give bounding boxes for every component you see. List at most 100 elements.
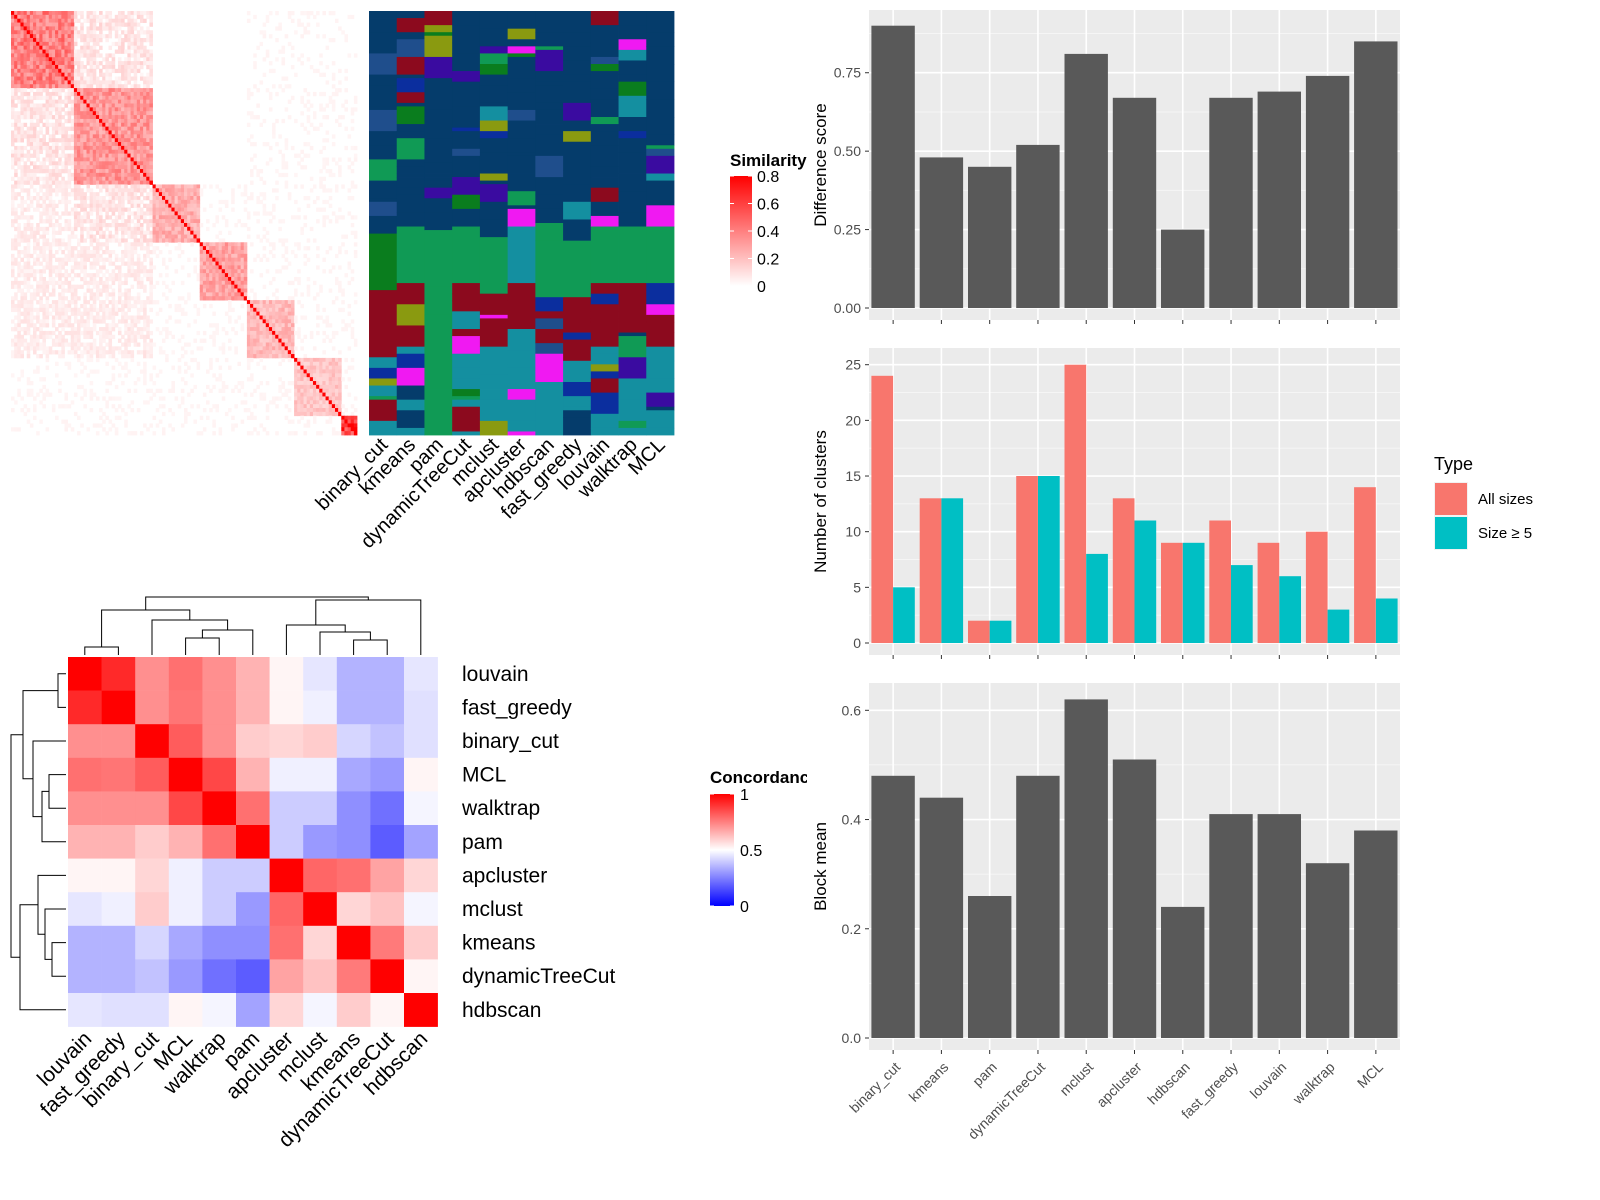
similarity-cell [121,249,125,255]
similarity-cell [328,203,333,208]
similarity-cell [212,261,216,266]
similarity-cell [61,107,65,112]
similarity-cell [149,342,153,347]
similarity-cell [312,14,317,20]
similarity-cell [26,26,31,31]
similarity-cell [294,388,298,393]
similarity-cell [297,22,301,27]
similarity-cell [42,107,46,112]
similarity-cell [275,334,279,340]
similarity-cell [39,84,43,89]
similarity-cell [26,215,31,220]
similarity-cell [246,350,251,355]
similarity-cell [259,41,264,47]
similarity-cell [55,153,59,158]
similarity-cell [136,169,141,174]
similarity-cell [70,307,75,313]
similarity-cell [149,57,153,62]
similarity-cell [124,303,128,309]
similarity-cell [108,122,113,128]
similarity-cell [55,22,59,27]
similarity-cell [102,334,106,340]
similarity-cell [253,84,257,89]
similarity-cell [322,176,326,181]
similarity-cell [209,361,213,367]
similarity-cell [149,300,153,305]
similarity-cell [196,184,201,189]
similarity-cell [139,315,144,320]
similarity-cell [322,388,326,393]
similarity-cell [237,253,242,259]
similarity-cell [29,30,34,35]
similarity-cell [80,145,84,151]
similarity-cell [322,34,326,39]
similarity-cell [11,261,15,266]
similarity-cell [80,161,84,166]
similarity-cell [347,157,352,162]
similarity-cell [33,126,37,131]
similarity-cell [297,396,301,401]
similarity-cell [133,115,138,120]
similarity-cell [55,41,59,47]
similarity-cell [187,257,191,262]
similarity-cell [196,230,201,235]
similarity-cell [51,103,56,108]
similarity-cell [152,249,157,255]
similarity-cell [287,261,292,266]
similarity-cell [338,157,342,162]
similarity-cell [67,157,72,162]
similarity-cell [23,238,28,243]
similarity-cell [117,76,122,81]
similarity-cell [312,238,317,243]
similarity-cell [259,80,264,85]
similarity-cell [127,34,131,39]
similarity-cell [64,361,69,367]
similarity-cell [117,26,122,31]
similarity-cell [20,172,24,178]
similarity-cell [92,49,97,54]
similarity-cell [61,34,65,39]
similarity-cell [268,327,273,332]
similarity-cell [262,284,267,289]
similarity-cell [146,184,150,189]
similarity-cell [70,14,75,20]
similarity-cell [121,354,125,359]
similarity-cell [331,265,336,270]
similarity-cell [228,307,232,313]
similarity-cell [11,64,15,70]
similarity-cell [73,88,78,93]
similarity-cell [111,192,116,197]
similarity-cell [11,157,15,162]
similarity-cell [117,111,122,116]
similarity-cell [80,34,84,39]
similarity-cell [14,95,18,101]
similarity-cell [309,377,314,382]
similarity-cell [127,157,131,162]
similarity-cell [17,149,21,155]
similarity-cell [152,230,157,235]
similarity-cell [80,180,84,185]
similarity-cell [99,350,103,355]
similarity-cell [45,37,50,43]
similarity-cell [240,192,245,197]
similarity-cell [121,199,125,205]
similarity-cell [108,138,113,143]
similarity-cell [268,350,273,355]
similarity-cell [89,26,94,31]
similarity-cell [309,373,314,378]
similarity-cell [212,330,216,336]
similarity-cell [161,188,166,193]
similarity-cell [168,203,172,208]
similarity-cell [136,226,141,232]
similarity-cell [11,37,15,43]
similarity-cell [11,107,15,112]
similarity-cell [67,26,72,31]
similarity-cell [86,80,91,85]
similarity-cell [11,91,15,97]
similarity-cell [127,288,131,293]
similarity-cell [146,269,150,274]
similarity-cell [14,327,18,332]
similarity-cell [36,269,40,274]
similarity-cell [221,292,226,297]
similarity-cell [149,307,153,313]
